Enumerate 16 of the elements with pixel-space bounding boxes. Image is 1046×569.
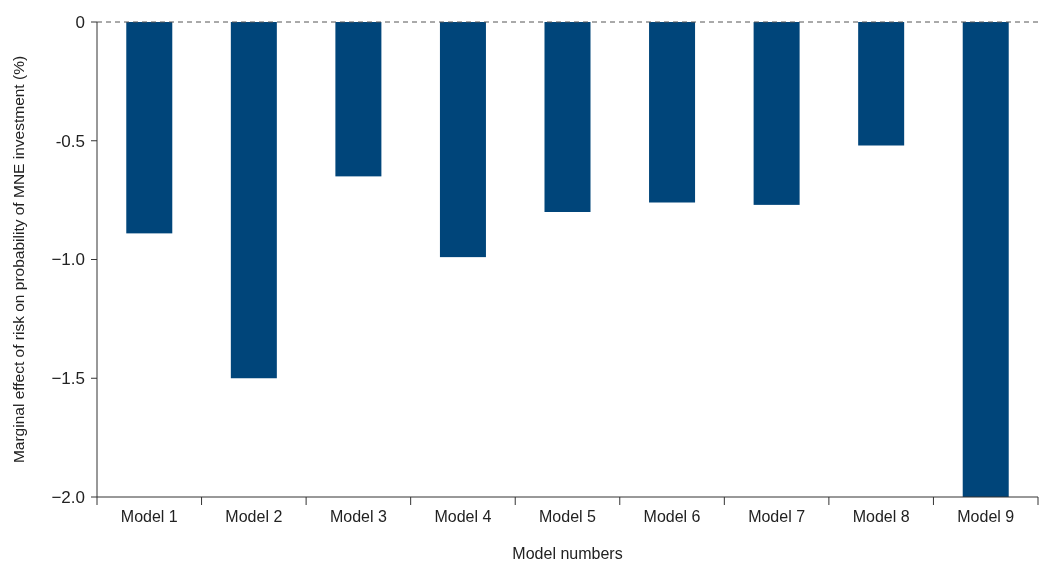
x-tick-label: Model 2 <box>225 508 283 525</box>
y-tick-label: -0.5 <box>55 131 85 151</box>
y-tick-label: −2.0 <box>51 487 85 507</box>
y-tick-label: 0 <box>75 12 85 32</box>
y-axis-title: Marginal effect of risk on probability of MNE investment (%) <box>10 55 27 464</box>
y-tick-label: −1.5 <box>51 369 85 389</box>
x-tick-label: Model 3 <box>329 508 387 525</box>
x-tick-label: Model 8 <box>852 508 910 525</box>
x-tick-label: Model 6 <box>643 508 701 525</box>
x-tick-label: Model 4 <box>434 508 492 525</box>
y-tick-label: −1.0 <box>51 250 85 270</box>
x-tick-label: Model 7 <box>748 508 806 525</box>
x-tick-label: Model 1 <box>120 508 178 525</box>
x-axis-title: Model numbers <box>512 545 623 562</box>
x-tick-label: Model 5 <box>539 508 597 525</box>
x-tick-label: Model 9 <box>957 508 1015 525</box>
